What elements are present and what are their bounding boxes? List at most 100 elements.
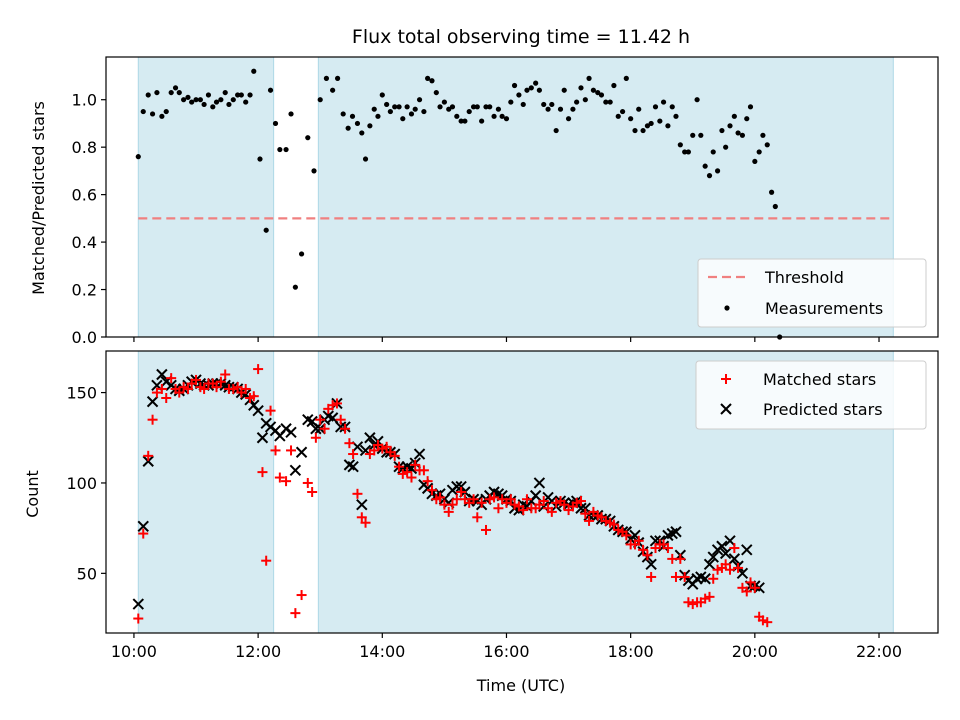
y-tick-label: 1.0 [72,91,97,110]
measurement-point [747,104,754,110]
matched-point [174,387,185,398]
measurement-point [433,89,439,96]
matched-point [302,477,313,488]
predicted-point [533,477,546,489]
measurement-point [408,111,415,117]
measurement-point [636,106,642,112]
predicted-point [334,421,347,433]
measurement-point [669,104,675,110]
measurement-point [396,104,402,110]
matched-point [215,376,226,387]
matched-point [435,492,446,503]
measurement-point [652,104,659,110]
predicted-point [736,567,749,580]
measurement-point [159,113,165,119]
measurement-point [660,99,667,105]
measurement-point [172,85,179,91]
legend-measurements-swatch [724,305,730,311]
y-tick-label: 0.6 [72,186,97,205]
measurement-point [379,92,385,98]
measurement-point [719,127,725,134]
measurement-points [135,68,783,340]
y-tick-label: 0.2 [72,281,97,300]
predicted-point [728,553,741,565]
measurement-point [334,75,341,81]
matched-point [253,364,264,375]
measurement-point [628,116,634,122]
measurement-point [277,146,283,153]
measurement-point [536,87,542,93]
measurement-point [371,106,377,112]
measurement-point [247,92,253,98]
measurement-point [545,106,551,112]
measurement-point [400,116,406,122]
measurement-point [272,120,279,127]
matched-point [480,524,491,535]
counts-legend: Matched stars Predicted stars [695,360,927,430]
y-tick-label: 100 [66,474,97,493]
measurement-point [586,75,592,81]
measurement-point [425,75,431,81]
measurement-point [565,116,572,122]
measurement-point [487,104,493,110]
measurement-point [760,132,766,138]
matched-point [493,503,504,514]
predicted-point [285,426,297,439]
matched-point [335,414,346,425]
measurement-point [298,251,305,257]
measurement-point [524,87,530,93]
matched-point [296,590,307,601]
measurement-point [607,99,613,105]
counts-x-ticks: 10:00 12:00 14:00 16:00 18:00 20:00 22:00 [111,633,902,661]
measurement-point [412,106,418,112]
measurement-point [698,132,704,138]
observing-interval-0 [137,56,275,338]
predicted-point [707,551,719,563]
predicted-point [699,573,711,585]
predicted-point [670,526,682,538]
predicted-point [413,448,426,460]
matched-point [505,494,516,505]
x-axis-label: Time (UTC) [476,676,565,695]
matched-point [228,383,239,394]
matched-point [315,414,326,425]
measurement-point [181,97,187,103]
measurement-point [772,203,778,210]
matched-point [638,544,649,555]
measurement-point [623,75,629,81]
measurement-point [201,101,207,108]
matched-point [211,382,222,393]
measurement-point [392,104,398,110]
matched-point [729,543,740,554]
measurement-point [466,108,472,115]
measurement-point [305,135,311,141]
measurement-point [283,146,289,153]
matched-point [621,530,632,541]
x-tick-label: 20:00 [732,642,778,661]
measurement-point [731,113,737,119]
matched-point [447,499,458,510]
matched-point [608,519,619,530]
matched-point [257,467,268,478]
matched-point [484,494,495,505]
matched-point [240,383,251,394]
measurement-point [330,87,336,93]
predicted-swatch-mark [720,403,732,415]
measurement-point [598,92,605,98]
measurement-point [154,89,160,96]
measurement-point [226,101,232,108]
matched-swatch-mark [721,374,731,384]
matched-point [377,443,388,454]
predicted-point [716,540,728,552]
legend-threshold-label: Threshold [764,268,844,287]
matched-point [191,374,202,385]
measurement-point [185,94,191,100]
matched-point [360,517,371,528]
measurement-point [251,68,257,74]
ratio-x-ticks [133,337,880,342]
measurement-point [462,118,468,124]
predicted-point [142,455,154,467]
measurement-point [218,97,224,103]
measurement-point [230,97,236,103]
measurement-point [145,92,151,98]
